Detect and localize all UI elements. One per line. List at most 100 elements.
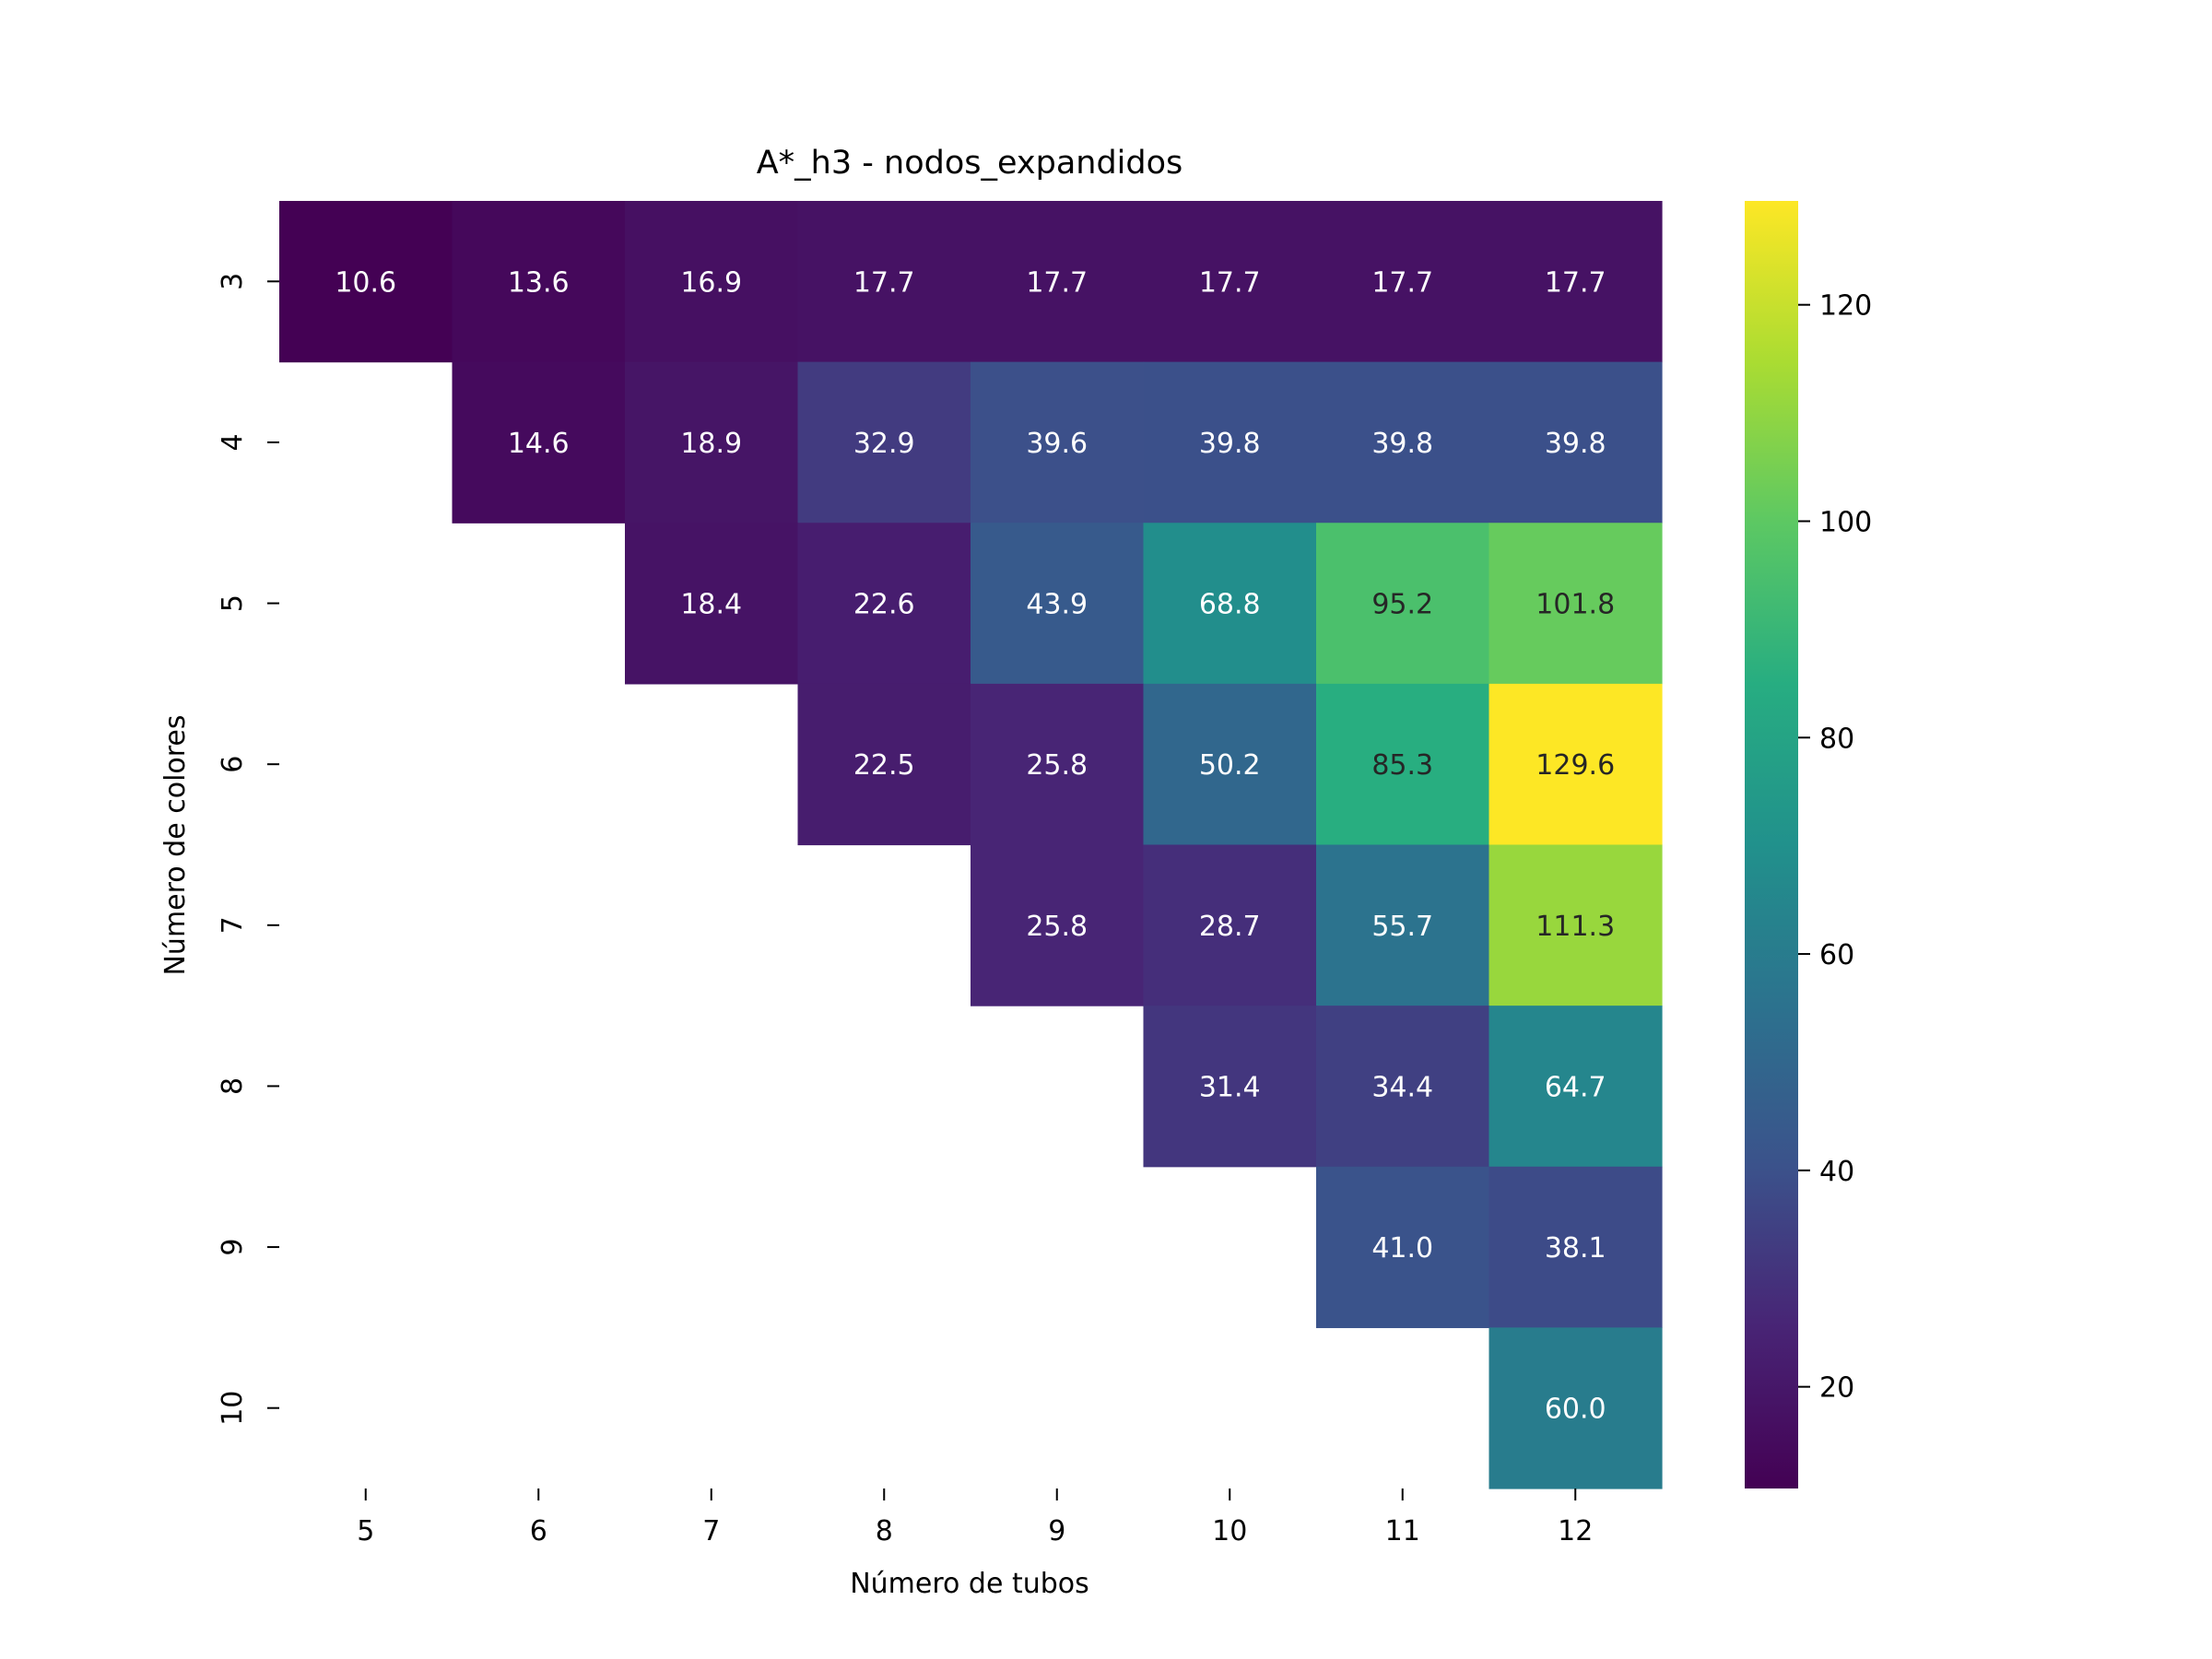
cell-value-label: 22.5 bbox=[853, 749, 915, 782]
chart-title: A*_h3 - nodos_expandidos bbox=[757, 145, 1183, 182]
heatmap-cell bbox=[1488, 1166, 1663, 1328]
colorbar-tick-label: 120 bbox=[1819, 290, 1872, 323]
colorbar-gradient bbox=[1745, 201, 1798, 1488]
heatmap-cell bbox=[971, 523, 1145, 685]
heatmap-cell bbox=[1143, 1006, 1317, 1168]
heatmap-cell bbox=[971, 844, 1145, 1006]
heatmap-cell bbox=[1143, 844, 1317, 1006]
y-tick-label: 8 bbox=[217, 1077, 249, 1095]
cell-value-label: 14.6 bbox=[508, 428, 570, 460]
heatmap-cell bbox=[1143, 523, 1317, 685]
heatmap-cell bbox=[452, 201, 626, 363]
x-tick-label: 12 bbox=[1558, 1515, 1593, 1547]
heatmap-cell bbox=[1316, 1006, 1490, 1168]
cell-value-label: 18.9 bbox=[680, 428, 742, 460]
heatmap-cell bbox=[797, 523, 971, 685]
cell-value-label: 25.8 bbox=[1026, 749, 1088, 782]
x-tick-label: 6 bbox=[530, 1515, 547, 1547]
y-tick-label: 3 bbox=[217, 273, 249, 290]
cell-value-label: 95.2 bbox=[1371, 589, 1433, 621]
cell-value-label: 39.8 bbox=[1199, 428, 1261, 460]
heatmap-cells: 10.6 13.6 16.9 17.7 17.7 17.7 17.7 17.7 14.6 18.9… bbox=[279, 201, 1663, 1489]
heatmap-cell bbox=[1316, 523, 1490, 685]
heatmap-cell bbox=[1316, 201, 1490, 363]
colorbar-tick-label: 60 bbox=[1819, 939, 1854, 971]
cell-value-label: 25.8 bbox=[1026, 911, 1088, 943]
x-tick-label: 11 bbox=[1385, 1515, 1420, 1547]
cell-value-label: 17.7 bbox=[1199, 266, 1261, 299]
cell-value-label: 68.8 bbox=[1199, 589, 1261, 621]
heatmap-cell bbox=[1488, 523, 1663, 685]
cell-value-label: 64.7 bbox=[1545, 1071, 1606, 1103]
cell-value-label: 10.6 bbox=[335, 266, 396, 299]
cell-value-label: 34.4 bbox=[1371, 1071, 1433, 1103]
cell-value-label: 129.6 bbox=[1535, 749, 1615, 782]
heatmap-cell bbox=[797, 361, 971, 524]
heatmap-cell bbox=[1316, 683, 1490, 846]
cell-value-label: 13.6 bbox=[508, 266, 570, 299]
heatmap-cell bbox=[625, 361, 799, 524]
heatmap-cell bbox=[1488, 683, 1663, 846]
y-tick-label: 10 bbox=[217, 1391, 249, 1426]
cell-value-label: 50.2 bbox=[1199, 749, 1261, 782]
heatmap-cell bbox=[971, 683, 1145, 846]
heatmap-cell bbox=[797, 683, 971, 846]
heatmap-cell bbox=[1143, 683, 1317, 846]
cell-value-label: 18.4 bbox=[680, 589, 742, 621]
cell-value-label: 39.6 bbox=[1026, 428, 1088, 460]
heatmap-cell bbox=[1488, 1327, 1663, 1489]
heatmap-cell bbox=[279, 201, 453, 363]
cell-value-label: 16.9 bbox=[680, 266, 742, 299]
cell-value-label: 38.1 bbox=[1545, 1232, 1606, 1265]
cell-value-label: 17.7 bbox=[1026, 266, 1088, 299]
cell-value-label: 111.3 bbox=[1535, 911, 1615, 943]
heatmap-cell bbox=[452, 361, 626, 524]
heatmap-cell bbox=[1488, 361, 1663, 524]
cell-value-label: 43.9 bbox=[1026, 589, 1088, 621]
heatmap-cell bbox=[1488, 201, 1663, 363]
cell-value-label: 55.7 bbox=[1371, 911, 1433, 943]
x-tick-label: 8 bbox=[876, 1515, 893, 1547]
cell-value-label: 22.6 bbox=[853, 589, 915, 621]
cell-value-label: 101.8 bbox=[1535, 589, 1615, 621]
heatmap-cell bbox=[1143, 201, 1317, 363]
cell-value-label: 60.0 bbox=[1545, 1394, 1606, 1426]
cell-value-label: 85.3 bbox=[1371, 749, 1433, 782]
heatmap-cell bbox=[1316, 844, 1490, 1006]
heatmap-cell bbox=[625, 523, 799, 685]
heatmap-cell bbox=[625, 201, 799, 363]
colorbar-tick-label: 100 bbox=[1819, 506, 1872, 538]
heatmap-cell bbox=[1488, 844, 1663, 1006]
y-tick-label: 9 bbox=[217, 1239, 249, 1256]
heatmap-cell bbox=[1143, 361, 1317, 524]
cell-value-label: 32.9 bbox=[853, 428, 915, 460]
colorbar-tick-label: 80 bbox=[1819, 723, 1854, 755]
cell-value-label: 39.8 bbox=[1371, 428, 1433, 460]
cell-value-label: 17.7 bbox=[1371, 266, 1433, 299]
y-tick-label: 4 bbox=[217, 433, 249, 451]
x-axis: 5 6 7 8 9 10 11 12 bbox=[357, 1488, 1593, 1547]
y-tick-label: 7 bbox=[217, 916, 249, 934]
cell-value-label: 17.7 bbox=[853, 266, 915, 299]
heatmap-cell bbox=[1316, 361, 1490, 524]
heatmap-cell bbox=[797, 201, 971, 363]
cell-value-label: 39.8 bbox=[1545, 428, 1606, 460]
heatmap-cell bbox=[971, 361, 1145, 524]
y-tick-label: 5 bbox=[217, 594, 249, 612]
x-tick-label: 5 bbox=[357, 1515, 374, 1547]
cell-value-label: 17.7 bbox=[1545, 266, 1606, 299]
y-axis: 3 4 5 6 7 8 9 10 bbox=[217, 273, 279, 1426]
cell-value-label: 31.4 bbox=[1199, 1071, 1261, 1103]
heatmap-cell bbox=[1488, 1006, 1663, 1168]
x-axis-label: Número de tubos bbox=[850, 1568, 1089, 1600]
y-tick-label: 6 bbox=[217, 756, 249, 773]
colorbar-tick-label: 20 bbox=[1819, 1372, 1854, 1405]
cell-value-label: 41.0 bbox=[1371, 1232, 1433, 1265]
colorbar-ticks: 20 40 60 80 100 120 bbox=[1798, 290, 1872, 1405]
x-tick-label: 9 bbox=[1048, 1515, 1065, 1547]
x-tick-label: 7 bbox=[702, 1515, 720, 1547]
x-tick-label: 10 bbox=[1212, 1515, 1247, 1547]
heatmap-cell bbox=[971, 201, 1145, 363]
heatmap-cell bbox=[1316, 1166, 1490, 1328]
